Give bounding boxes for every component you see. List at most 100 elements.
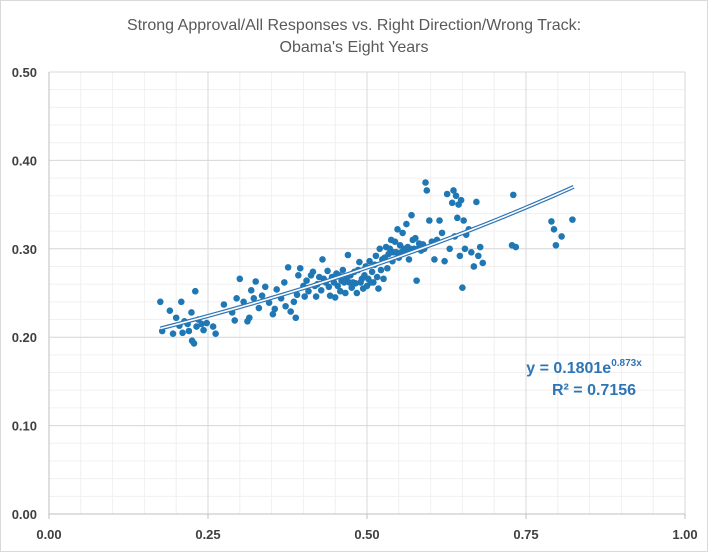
data-point	[325, 283, 333, 291]
data-point	[448, 199, 456, 207]
data-point	[305, 287, 312, 295]
chart-title-line-1: Strong Approval/All Responses vs. Right …	[127, 17, 581, 34]
data-point	[352, 279, 359, 287]
data-point	[436, 217, 443, 224]
y-tick-label: 0.10	[12, 419, 37, 434]
data-point	[255, 304, 263, 312]
x-tick-label: 0.00	[36, 527, 61, 542]
data-point	[185, 327, 193, 335]
x-tick-label: 0.75	[513, 527, 538, 542]
data-point	[177, 298, 185, 306]
data-point	[271, 305, 279, 313]
data-point	[261, 283, 269, 291]
data-point	[461, 245, 469, 253]
data-point	[273, 286, 280, 293]
data-point	[509, 191, 517, 199]
data-point	[426, 217, 433, 224]
data-point	[370, 279, 377, 286]
data-point	[476, 243, 484, 251]
data-point	[269, 310, 277, 318]
axes	[48, 72, 686, 519]
data-point	[479, 259, 487, 267]
data-point	[157, 298, 164, 306]
data-point	[166, 307, 174, 314]
data-points	[157, 179, 576, 347]
data-point	[258, 292, 266, 299]
data-point	[198, 320, 205, 328]
x-tick-label: 1.00	[672, 527, 697, 542]
data-point	[284, 264, 292, 271]
data-point	[292, 314, 300, 322]
y-tick-label: 0.00	[12, 507, 37, 522]
y-tick-labels: 0.00 0.10 0.20 0.30 0.40 0.50	[12, 65, 37, 522]
data-point	[233, 295, 240, 302]
data-point	[558, 233, 565, 240]
data-point	[236, 275, 244, 283]
data-point	[548, 218, 555, 225]
data-point	[412, 234, 419, 242]
data-point	[372, 252, 380, 260]
y-tick-label: 0.30	[12, 242, 37, 257]
data-point	[550, 226, 558, 233]
y-tick-label: 0.50	[12, 65, 37, 80]
data-point	[438, 229, 446, 237]
data-point	[413, 277, 420, 284]
data-point	[473, 198, 480, 206]
data-point	[247, 287, 255, 294]
data-point	[200, 326, 207, 334]
data-point	[552, 241, 560, 249]
data-point	[190, 340, 198, 347]
data-point	[468, 249, 475, 256]
trendline-inner	[160, 186, 575, 330]
data-point	[209, 323, 217, 330]
data-point	[443, 190, 451, 198]
trendline-equation: y = 0.1801e0.873x	[526, 358, 642, 377]
data-point	[403, 220, 410, 228]
data-point	[384, 264, 391, 272]
data-point	[293, 291, 301, 299]
data-point	[336, 287, 344, 295]
data-point	[319, 256, 326, 263]
data-point	[459, 284, 466, 291]
data-point	[250, 295, 258, 302]
data-point	[512, 243, 520, 251]
data-point	[452, 192, 460, 200]
data-point	[392, 249, 400, 256]
data-point	[394, 226, 401, 233]
x-tick-label: 0.25	[195, 527, 220, 542]
data-point	[191, 287, 199, 295]
y-tick-label: 0.40	[12, 153, 37, 168]
x-tick-labels: 0.00 0.25 0.50 0.75 1.00	[36, 527, 697, 542]
data-point	[375, 285, 382, 292]
data-point	[373, 273, 381, 281]
data-point	[457, 196, 465, 204]
data-point	[368, 268, 376, 276]
data-point	[380, 275, 387, 283]
data-point	[172, 314, 180, 322]
data-point	[312, 293, 320, 300]
data-point	[405, 256, 413, 263]
data-point	[450, 187, 457, 194]
data-point	[281, 279, 288, 286]
data-point	[169, 330, 177, 337]
data-point	[475, 252, 482, 260]
data-point	[423, 187, 431, 194]
data-point	[220, 301, 228, 308]
data-point	[295, 272, 302, 279]
x-tick-label: 0.50	[354, 527, 379, 542]
data-point	[179, 329, 186, 337]
data-point	[309, 268, 317, 276]
data-point	[282, 302, 289, 310]
data-point	[331, 294, 339, 301]
data-point	[342, 289, 349, 297]
data-point	[431, 256, 438, 263]
data-point	[296, 264, 304, 272]
data-point	[324, 267, 331, 275]
data-point	[301, 293, 308, 300]
data-point	[391, 238, 399, 246]
chart-title-line-2: Obama's Eight Years	[280, 39, 429, 56]
trendline	[159, 185, 575, 331]
data-point	[203, 319, 211, 327]
data-point	[339, 266, 347, 274]
data-point	[193, 323, 200, 330]
